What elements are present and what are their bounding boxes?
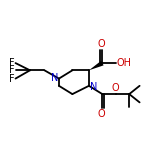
Text: N: N (90, 82, 97, 92)
Text: O: O (98, 39, 105, 49)
Text: F: F (9, 58, 14, 68)
Text: O: O (112, 83, 120, 93)
Text: O: O (98, 109, 105, 119)
Text: F: F (9, 74, 14, 84)
Text: F: F (9, 65, 14, 75)
Text: N: N (50, 73, 58, 83)
Polygon shape (89, 61, 104, 70)
Text: OH: OH (117, 58, 132, 68)
